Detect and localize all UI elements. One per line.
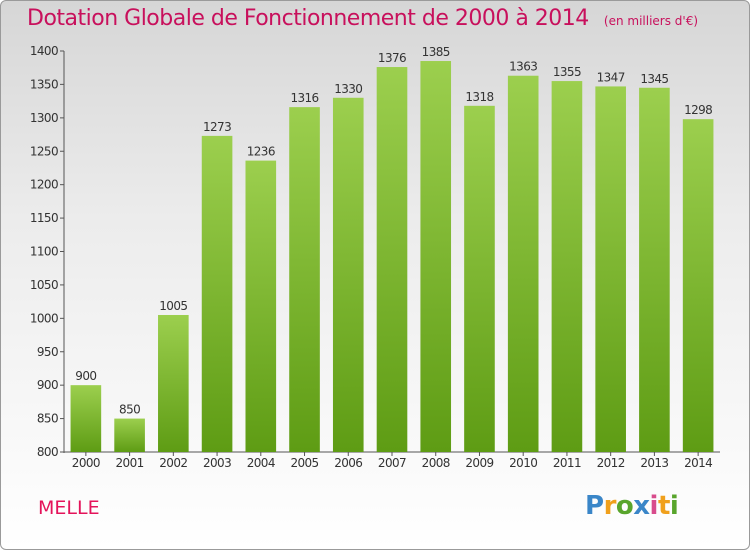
bar <box>245 160 277 452</box>
logo-letter: r <box>603 491 617 521</box>
bar-value-label: 1236 <box>247 145 275 159</box>
bar <box>158 314 189 452</box>
chart-unit: (en milliers d'€) <box>603 14 699 28</box>
y-tick-label: 1300 <box>30 111 58 125</box>
bar-value-label: 1385 <box>422 45 450 59</box>
bar <box>682 119 714 453</box>
bar <box>70 385 102 452</box>
y-tick-label: 1100 <box>30 245 58 259</box>
logo-letter: t <box>657 491 670 521</box>
bar-value-label: 1363 <box>509 60 537 74</box>
bar <box>289 107 320 452</box>
y-axis-ticks: 800 850 900 950 1000 1050 1100 1150 1200 1250 1300… <box>30 44 64 459</box>
chart-title-text: Dotation Globale de Fonctionnement de 20… <box>27 6 589 31</box>
y-tick-label: 1350 <box>30 77 58 91</box>
bar <box>376 67 408 452</box>
bar-value-label: 1318 <box>465 90 493 104</box>
x-tick-label: 2008 <box>422 456 450 470</box>
logo-letter: x <box>633 491 650 521</box>
x-tick-label: 2005 <box>290 456 318 470</box>
bar <box>420 61 452 453</box>
x-tick-label: 2013 <box>640 456 668 470</box>
bar-value-label: 1345 <box>640 72 668 86</box>
x-tick-label: 2009 <box>465 456 493 470</box>
bar <box>639 87 670 452</box>
x-tick-label: 2007 <box>378 456 406 470</box>
y-tick-label: 1000 <box>30 311 58 325</box>
bar <box>551 81 583 452</box>
x-tick-label: 2011 <box>553 456 581 470</box>
logo-letter: i <box>649 491 659 521</box>
logo-letter: i <box>669 491 679 521</box>
y-tick-label: 1250 <box>30 144 58 158</box>
y-tick-label: 1150 <box>30 211 58 225</box>
bar-value-label: 1355 <box>553 65 581 79</box>
bar-value-label: 1005 <box>159 299 187 313</box>
y-tick-label: 900 <box>37 378 58 392</box>
bar <box>332 97 364 453</box>
bar-value-label: 850 <box>119 403 140 417</box>
bar-value-label: 900 <box>75 369 96 383</box>
x-tick-label: 2000 <box>72 456 100 470</box>
x-tick-label: 2006 <box>334 456 362 470</box>
bar <box>114 418 145 452</box>
y-tick-label: 800 <box>37 445 58 459</box>
x-tick-label: 2012 <box>597 456 625 470</box>
bar-value-label: 1273 <box>203 120 231 134</box>
x-tick-label: 2014 <box>684 456 712 470</box>
bar-value-label: 1330 <box>334 82 362 96</box>
bars-group: 900 850 1005 1273 1236 1316 1330 1376 1385 1318 13… <box>70 45 714 453</box>
y-tick-label: 1400 <box>30 44 58 58</box>
bar <box>595 86 626 453</box>
y-tick-label: 950 <box>37 345 58 359</box>
commune-name: MELLE <box>38 497 100 519</box>
x-tick-label: 2002 <box>159 456 187 470</box>
bar <box>464 105 495 452</box>
x-axis-ticks: 2000 2001 2002 2003 2004 2005 2006 2007 2008 2009… <box>72 452 713 470</box>
bar-value-label: 1298 <box>684 103 712 117</box>
x-tick-label: 2003 <box>203 456 231 470</box>
x-tick-label: 2001 <box>116 456 144 470</box>
logo-letter: o <box>615 491 634 521</box>
y-tick-label: 1200 <box>30 178 58 192</box>
proxiti-logo: Proxiti <box>585 491 679 521</box>
bar <box>201 135 233 452</box>
y-tick-label: 850 <box>37 412 58 426</box>
y-tick-label: 1050 <box>30 278 58 292</box>
bar-value-label: 1316 <box>290 91 318 105</box>
logo-letter: P <box>585 491 604 521</box>
x-tick-label: 2010 <box>509 456 537 470</box>
x-tick-label: 2004 <box>247 456 275 470</box>
bar <box>507 75 539 452</box>
bar-value-label: 1376 <box>378 51 406 65</box>
chart-title: Dotation Globale de Fonctionnement de 20… <box>27 6 698 31</box>
bar-value-label: 1347 <box>597 70 625 84</box>
